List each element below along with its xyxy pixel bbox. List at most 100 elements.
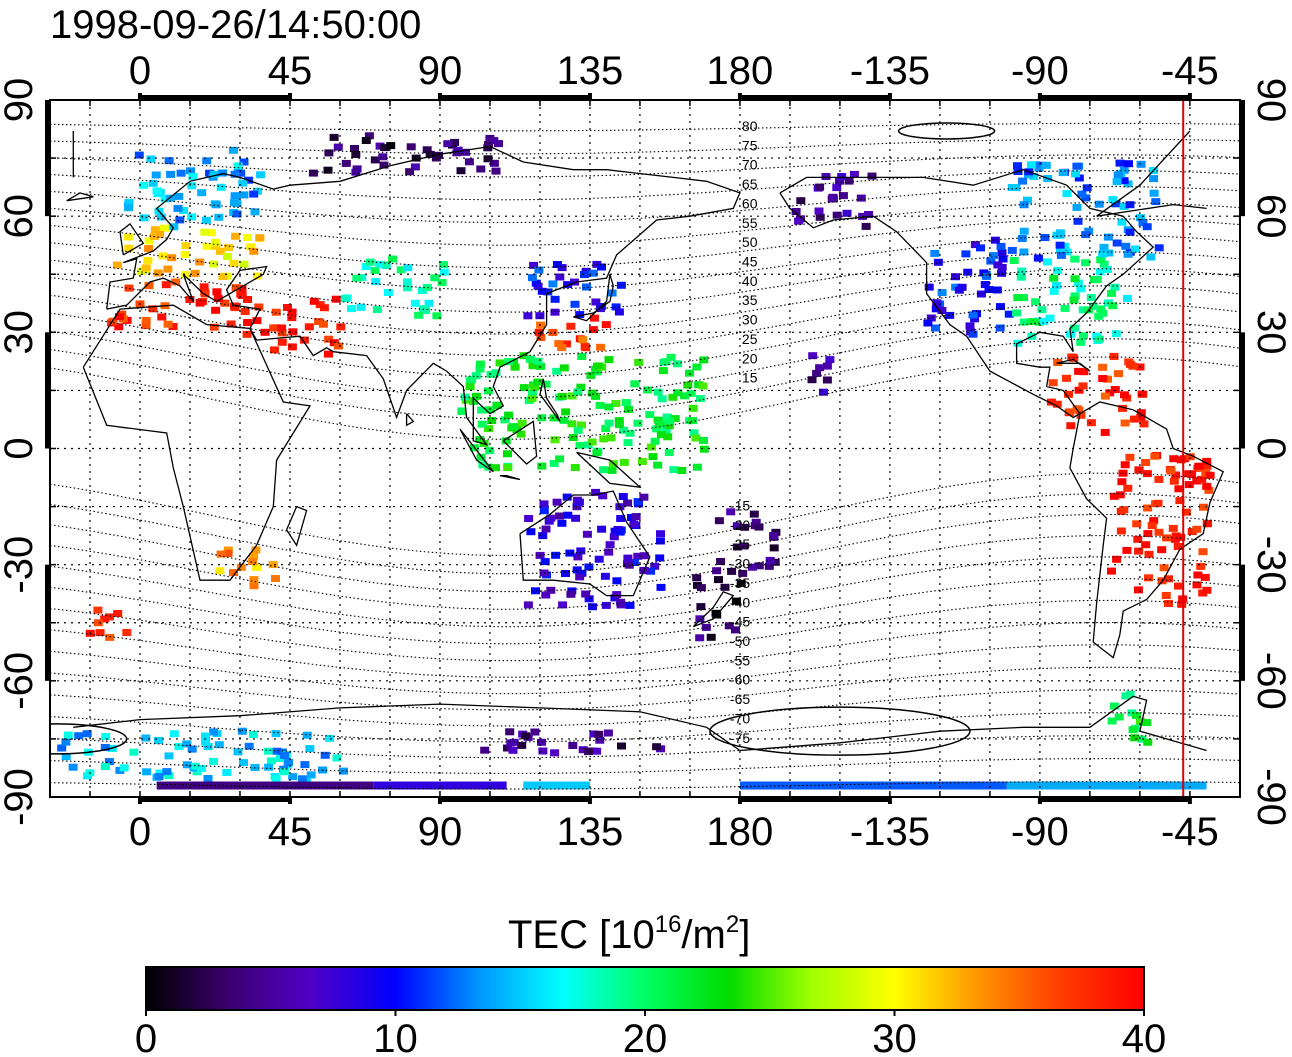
contour-label: -15	[730, 498, 750, 514]
tec-pixel	[1117, 218, 1127, 226]
tec-pixel	[1069, 296, 1079, 304]
tec-pixel	[1098, 250, 1108, 258]
tec-pixel	[1149, 175, 1159, 183]
tec-pixel	[1062, 190, 1072, 198]
tec-pixel	[592, 747, 602, 755]
tec-pixel	[503, 464, 513, 472]
tec-pixel	[629, 520, 639, 528]
axis-bar-bottom	[1039, 797, 1190, 802]
tec-pixel	[616, 598, 626, 606]
tec-pixel	[1112, 555, 1122, 563]
tec-pixel	[230, 192, 240, 200]
tec-pixel	[923, 319, 933, 327]
tec-pixel	[716, 558, 726, 565]
tec-pixel	[1164, 600, 1173, 607]
tec-pixel	[610, 527, 620, 535]
tec-pixel	[754, 562, 764, 570]
tec-pixel	[100, 615, 110, 623]
tec-pixel	[668, 393, 678, 401]
tec-pixel	[618, 493, 628, 500]
tec-pixel	[1078, 332, 1088, 340]
tec-pixel	[1029, 172, 1039, 180]
tec-pixel	[1094, 312, 1104, 320]
tec-pixel	[624, 561, 634, 569]
tec-pixel	[341, 159, 351, 167]
tec-pixel	[477, 406, 487, 414]
tec-pixel	[1064, 390, 1073, 398]
tec-pixel	[151, 171, 161, 179]
tec-pixel	[402, 278, 412, 286]
tec-pixel	[160, 195, 170, 203]
tec-pixel	[1023, 196, 1032, 204]
tec-pixel	[726, 508, 736, 516]
contour-label: -25	[730, 536, 750, 552]
tec-pixel	[372, 306, 382, 314]
axis-bar-top	[439, 95, 590, 100]
tec-pixel	[577, 353, 587, 360]
x-tick-label-top: 90	[418, 49, 463, 93]
tec-pixel	[1070, 324, 1080, 332]
x-tick-label-bottom: -45	[1161, 810, 1219, 854]
mlat-contour	[50, 472, 1240, 557]
tec-pixel	[1169, 455, 1179, 463]
tec-pixel	[403, 284, 413, 292]
tec-pixel	[1187, 528, 1197, 536]
contour-labels: 80 75 70 65 60 55 50 45 40 35 30 25 20 15 -15 -20 -25 -30…	[730, 118, 758, 746]
tec-pixel	[1199, 503, 1208, 511]
colorbar-title-sup1: 16	[655, 911, 682, 938]
tec-pixel	[1110, 386, 1120, 393]
tec-pixel	[1009, 257, 1019, 264]
tec-pixel	[537, 738, 546, 746]
tec-pixel	[430, 274, 440, 282]
tec-pixel	[646, 567, 656, 575]
tec-pixel	[124, 198, 134, 206]
tec-pixel	[577, 569, 587, 577]
mlat-contour	[50, 170, 1240, 201]
tec-pixel	[246, 243, 256, 251]
tec-pixel	[1174, 485, 1184, 493]
tec-pixel	[815, 183, 825, 191]
tec-pixel	[175, 216, 185, 224]
x-tick-label-bottom: 180	[707, 810, 774, 854]
tec-pixel	[539, 500, 549, 508]
tec-pixel	[396, 266, 406, 274]
tec-pixel	[324, 149, 334, 157]
tec-pixel	[557, 344, 567, 352]
tec-pixel	[1102, 265, 1112, 273]
tec-pixel	[1096, 305, 1106, 313]
x-tick-label-bottom: 135	[557, 810, 624, 854]
tec-pixel	[1139, 420, 1149, 428]
tec-pixel	[1098, 375, 1108, 382]
tec-pixel	[1109, 492, 1119, 500]
tec-pixel	[653, 461, 663, 469]
tec-pixel	[375, 142, 385, 150]
tec-pixel	[1055, 241, 1065, 249]
mlat-contour	[50, 268, 1240, 335]
colorbar-tick-label: 40	[1122, 1017, 1167, 1057]
tec-pixel	[223, 253, 232, 260]
tec-pixel	[1137, 390, 1147, 398]
tec-pixel	[484, 141, 493, 148]
tec-pixel	[1149, 517, 1159, 525]
tec-pixel	[965, 322, 975, 330]
tec-pixel	[605, 541, 615, 549]
tec-pixel	[411, 154, 421, 162]
tec-pixel	[1046, 398, 1056, 406]
tec-pixel	[604, 419, 614, 427]
tec-pixel	[299, 336, 309, 344]
tec-pixel	[484, 425, 493, 433]
tec-pixel	[271, 730, 281, 738]
tec-pixel	[163, 265, 173, 273]
tec-pixel	[1142, 719, 1152, 727]
tec-pixel	[487, 417, 497, 424]
tec-pixel	[378, 153, 388, 161]
tec-pixel	[600, 572, 610, 580]
tec-pixel	[1118, 404, 1127, 412]
tec-pixel	[633, 419, 643, 427]
tec-pixel	[992, 286, 1002, 294]
tec-pixel	[1066, 422, 1076, 430]
tec-pixel	[559, 416, 569, 424]
tec-pixel	[141, 322, 151, 330]
tec-pixel	[822, 376, 832, 384]
tec-pixel	[1196, 562, 1206, 570]
